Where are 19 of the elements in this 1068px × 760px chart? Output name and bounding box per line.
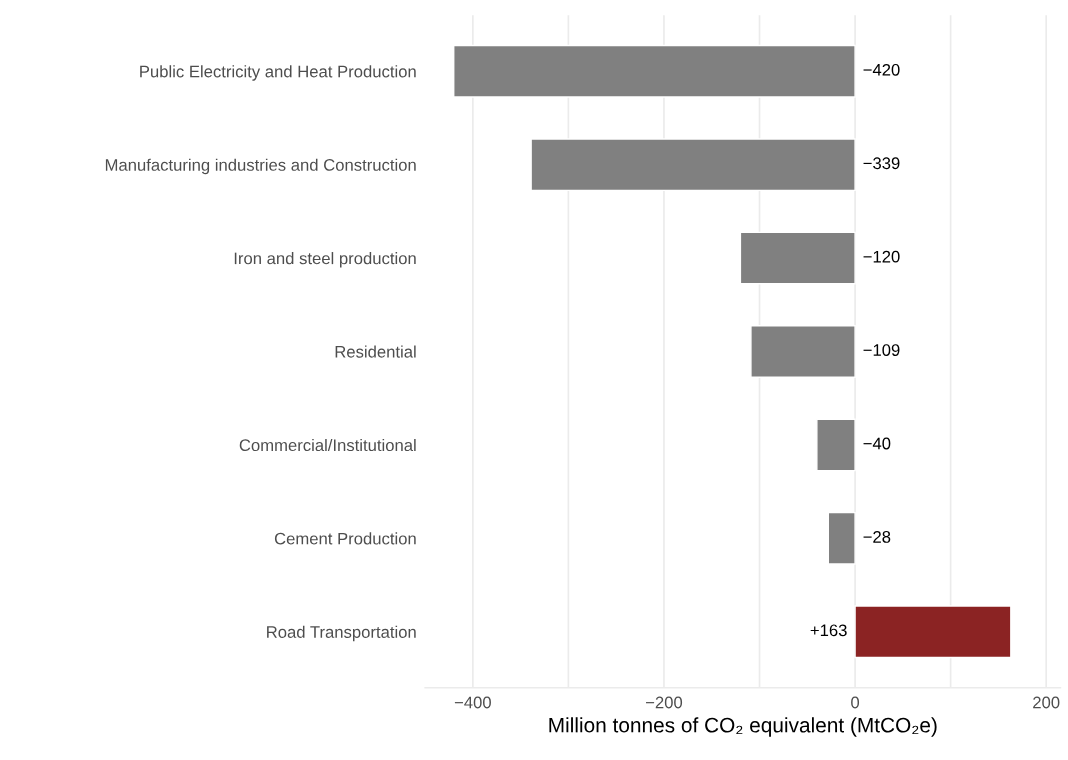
y-tick-label: Public Electricity and Heat Production bbox=[140, 65, 416, 81]
data-label: −40 bbox=[863, 437, 891, 450]
data-label: −120 bbox=[863, 250, 900, 263]
x-tick-label: 0 bbox=[851, 696, 860, 709]
data-label: −339 bbox=[863, 157, 900, 170]
y-tick-label: Residential bbox=[335, 345, 416, 358]
data-label: +163 bbox=[810, 624, 847, 637]
data-label: −28 bbox=[863, 531, 891, 543]
x-tick-label: −400 bbox=[454, 696, 491, 709]
x-tick-label: −200 bbox=[646, 696, 683, 709]
x-tick-label: 200 bbox=[1033, 696, 1060, 709]
y-tick-label: Cement Production bbox=[274, 532, 416, 545]
data-label: −420 bbox=[863, 63, 900, 76]
y-tick-label: Commercial/Institutional bbox=[239, 438, 416, 452]
y-tick-label: Road Transportation bbox=[267, 625, 416, 642]
data-label: −109 bbox=[863, 344, 900, 356]
x-axis-title: Million tonnes of CO₂ equivalent (MtCO₂e) bbox=[549, 717, 937, 737]
y-tick-label: Manufacturing industries and Construction bbox=[105, 158, 416, 175]
y-tick-label: Iron and steel production bbox=[234, 252, 416, 268]
